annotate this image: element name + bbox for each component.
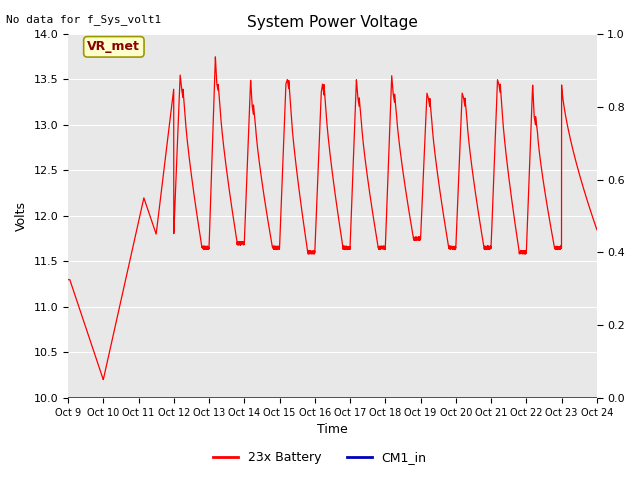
23x Battery — [161, 165, 168, 171]
CM1_in — [499, 395, 507, 401]
23x Battery — [64, 277, 72, 283]
Title: System Power Voltage: System Power Voltage — [247, 15, 418, 30]
23x Battery — [408, 228, 416, 233]
23x Battery — [212, 54, 220, 60]
Text: No data for f_Sys_volt1: No data for f_Sys_volt1 — [6, 14, 162, 25]
Line: 23x Battery: 23x Battery — [68, 57, 597, 380]
23x Battery — [459, 92, 467, 98]
23x Battery — [381, 243, 389, 249]
CM1_in — [160, 395, 168, 401]
CM1_in — [459, 395, 467, 401]
CM1_in — [593, 395, 601, 401]
23x Battery — [499, 120, 507, 126]
CM1_in — [64, 395, 72, 401]
X-axis label: Time: Time — [317, 423, 348, 436]
CM1_in — [381, 395, 389, 401]
23x Battery — [266, 232, 274, 238]
Y-axis label: Volts: Volts — [15, 201, 28, 231]
CM1_in — [408, 395, 416, 401]
Legend: 23x Battery, CM1_in: 23x Battery, CM1_in — [208, 446, 432, 469]
CM1_in — [266, 395, 274, 401]
Text: VR_met: VR_met — [88, 40, 140, 53]
23x Battery — [593, 227, 601, 232]
23x Battery — [99, 377, 107, 383]
